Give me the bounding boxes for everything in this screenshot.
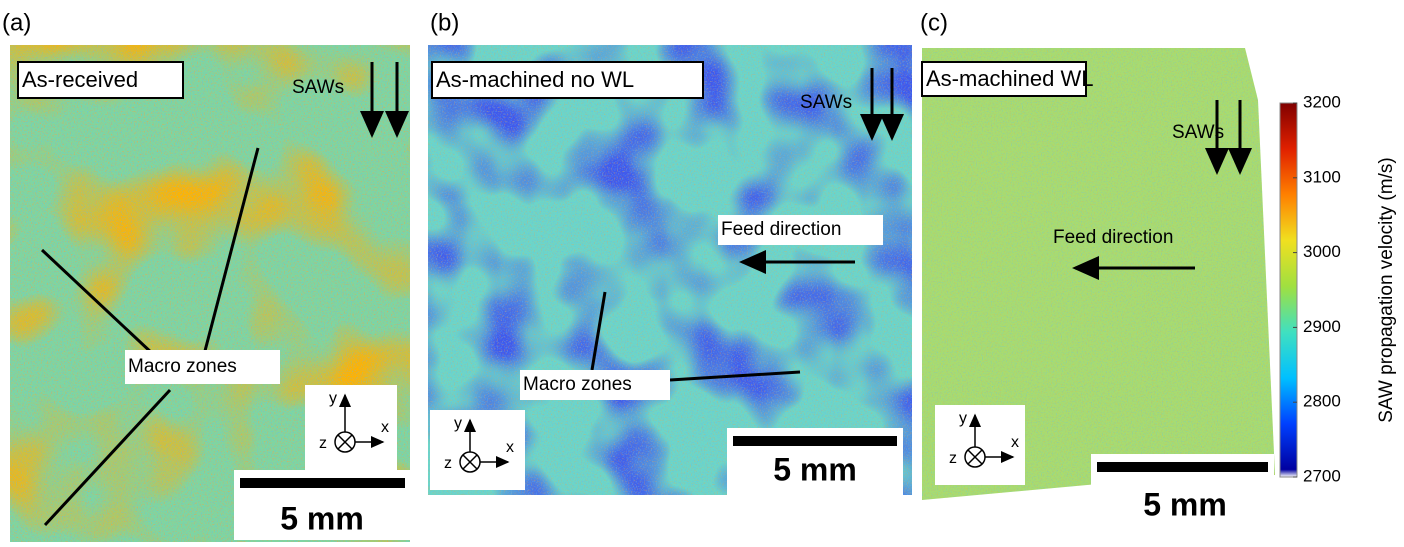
saws-label: SAWs [800, 92, 852, 113]
axis-y: y [329, 390, 337, 407]
panel-title: As-machined WL [926, 66, 1094, 91]
colorbar-label: SAW propagation velocity (m/s) [1376, 157, 1397, 422]
colorbar: 2700 2800 2900 3000 3100 3200 [1279, 92, 1341, 485]
axis-cross [967, 449, 983, 465]
colorbar-scale [1279, 102, 1298, 478]
axis-cross [337, 434, 353, 450]
feed-label: Feed direction [1053, 227, 1173, 248]
axis-z: z [949, 450, 957, 467]
label-box [520, 370, 670, 400]
label-box [17, 61, 184, 99]
colorbar-tick-label: 3100 [1303, 167, 1341, 186]
scale-bar [1097, 462, 1268, 472]
axis-icon-box [305, 385, 397, 470]
colorbar-tick-label: 2700 [1303, 466, 1341, 485]
panel-title: As-machined no WL [436, 67, 634, 92]
axis-icon-box [430, 410, 525, 490]
axis-z: z [319, 435, 327, 452]
colorbar-tick-label: 2900 [1303, 317, 1341, 336]
axis-y: y [959, 410, 967, 427]
label-box [921, 61, 1087, 97]
colorbar-tick-label: 3000 [1303, 242, 1341, 261]
axis-cross [462, 454, 478, 470]
panel-label: (b) [430, 9, 459, 36]
pointer-line [669, 370, 801, 382]
colorbar-tick-label: 3200 [1303, 92, 1341, 111]
scale-label: 5 mm [1143, 486, 1227, 522]
saws-label: SAWs [1172, 122, 1224, 143]
label-box [125, 350, 280, 384]
scale-bar [733, 436, 897, 446]
pointer-line [590, 291, 607, 371]
scale-label: 5 mm [773, 451, 857, 487]
scale-bar [240, 478, 405, 488]
panel-label: (c) [920, 9, 948, 36]
pointer-line [198, 147, 260, 371]
axis-y: y [454, 415, 462, 432]
panel-label: (a) [2, 9, 31, 36]
label-box [718, 215, 883, 245]
axis-z: z [444, 455, 452, 472]
label-box [431, 61, 704, 99]
saws-label: SAWs [292, 77, 344, 98]
scale-label: 5 mm [280, 500, 364, 536]
pointer-line [43, 388, 172, 527]
colorbar-tick-label: 2800 [1303, 392, 1341, 411]
macro-label: Macro zones [128, 356, 237, 377]
axis-x: x [381, 419, 389, 436]
velocity-map [10, 45, 410, 542]
axis-x: x [1011, 434, 1019, 451]
panel-title: As-received [22, 67, 138, 92]
macro-label: Macro zones [523, 374, 632, 395]
feed-label: Feed direction [721, 219, 841, 240]
axis-x: x [506, 439, 514, 456]
